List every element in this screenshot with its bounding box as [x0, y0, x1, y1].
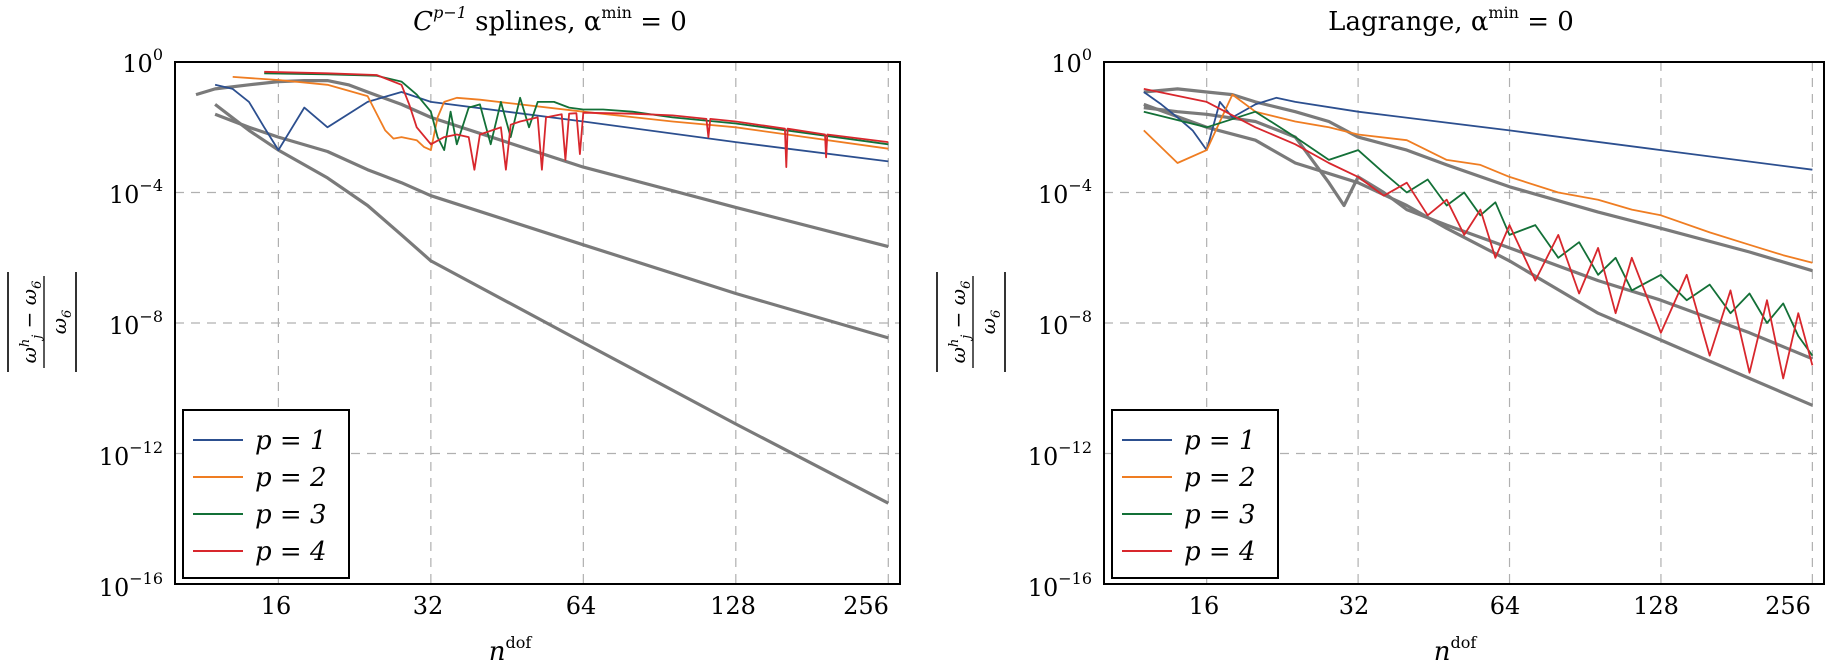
legend-right-label-3: p = 3: [1184, 500, 1256, 530]
y-tick-label-right-4: 10−16: [1028, 569, 1092, 602]
series-line-right-p2: [1143, 93, 1813, 264]
reference-line-right-2: [1143, 106, 1814, 361]
legend-right-label-1: p = 1: [1184, 426, 1256, 456]
svg-text:ωhj − ω6: ωhj − ω6: [946, 281, 974, 364]
x-tick-label-right-256: 256: [1765, 592, 1811, 620]
reference-line-right-1: [1143, 87, 1813, 273]
legend-left-label-1: p = 1: [255, 426, 327, 456]
svg-text:ω6: ω6: [47, 310, 75, 335]
y-tick-label-left-4: 10−16: [99, 569, 163, 602]
y-tick-label-left-2: 10−8: [109, 307, 163, 340]
x-tick-labels-left: 16 32 64 128 256: [261, 592, 889, 620]
series-left: [195, 70, 890, 505]
legend-right-label-4: p = 4: [1184, 537, 1256, 567]
legend-left-label-2: p = 2: [255, 463, 327, 493]
legend-left-label-4: p = 4: [255, 537, 327, 567]
legend-right: p = 1 p = 2 p = 3 p = 4: [1111, 409, 1279, 579]
svg-text:ω6: ω6: [976, 310, 1004, 335]
x-axis-label-right: ndof: [1434, 633, 1478, 667]
y-tick-label-left-1: 10−4: [109, 176, 163, 209]
legend-left-label-3: p = 3: [255, 500, 327, 530]
reference-line-left-1: [195, 78, 889, 249]
svg-text:ωhj − ω6: ωhj − ω6: [17, 281, 45, 364]
reference-line-left-2: [214, 112, 889, 340]
plot-area-right: [1103, 61, 1825, 585]
chart-left-title: Cp−1 splines, αmin = 0: [413, 3, 687, 37]
y-tick-label-right-1: 10−4: [1038, 176, 1092, 209]
x-tick-label-left-256: 256: [843, 592, 889, 620]
series-line-right-p4: [1143, 88, 1814, 380]
chart-left: Cp−1 splines, αmin = 0 100 10−4 10−8 10−…: [7, 3, 901, 667]
series-line-right-p3: [1143, 110, 1814, 357]
chart-right: Lagrange, αmin = 0 100 10−4 10−8 10−12 1…: [936, 3, 1825, 667]
y-axis-label-right: ωhj − ω6 ω6: [936, 272, 1006, 372]
x-tick-label-left-64: 64: [566, 592, 597, 620]
series-right: [1143, 87, 1814, 407]
y-tick-labels-left: 100 10−4 10−8 10−12 10−16: [99, 45, 163, 602]
x-axis-label-left: ndof: [489, 633, 533, 667]
x-tick-labels-right: 16 32 64 128 256: [1189, 592, 1811, 620]
x-tick-label-right-64: 64: [1490, 592, 1521, 620]
series-line-left-p2: [232, 76, 889, 152]
y-tick-label-right-2: 10−8: [1038, 307, 1092, 340]
y-tick-label-left-3: 10−12: [99, 438, 163, 471]
series-line-right-p1: [1143, 91, 1813, 171]
x-tick-label-right-32: 32: [1339, 592, 1370, 620]
x-tick-label-right-16: 16: [1189, 592, 1220, 620]
series-line-left-p3: [264, 72, 889, 152]
series-line-left-p4: [264, 70, 889, 171]
x-tick-label-left-32: 32: [413, 592, 444, 620]
y-tick-label-right-0: 100: [1051, 45, 1092, 78]
y-axis-label-left: ωhj − ω6 ω6: [7, 272, 77, 372]
legend-left: p = 1 p = 2 p = 3 p = 4: [182, 409, 350, 579]
x-tick-label-left-16: 16: [261, 592, 292, 620]
x-tick-label-right-128: 128: [1633, 592, 1679, 620]
reference-line-left-3: [214, 103, 890, 505]
y-tick-label-right-3: 10−12: [1028, 438, 1092, 471]
x-tick-label-left-128: 128: [710, 592, 756, 620]
y-tick-labels-right: 100 10−4 10−8 10−12 10−16: [1028, 45, 1092, 602]
legend-right-label-2: p = 2: [1184, 463, 1256, 493]
chart-right-title: Lagrange, αmin = 0: [1328, 3, 1574, 37]
y-tick-label-left-0: 100: [122, 45, 163, 78]
reference-line-right-3: [1143, 102, 1814, 407]
plot-area-left: [174, 61, 901, 585]
